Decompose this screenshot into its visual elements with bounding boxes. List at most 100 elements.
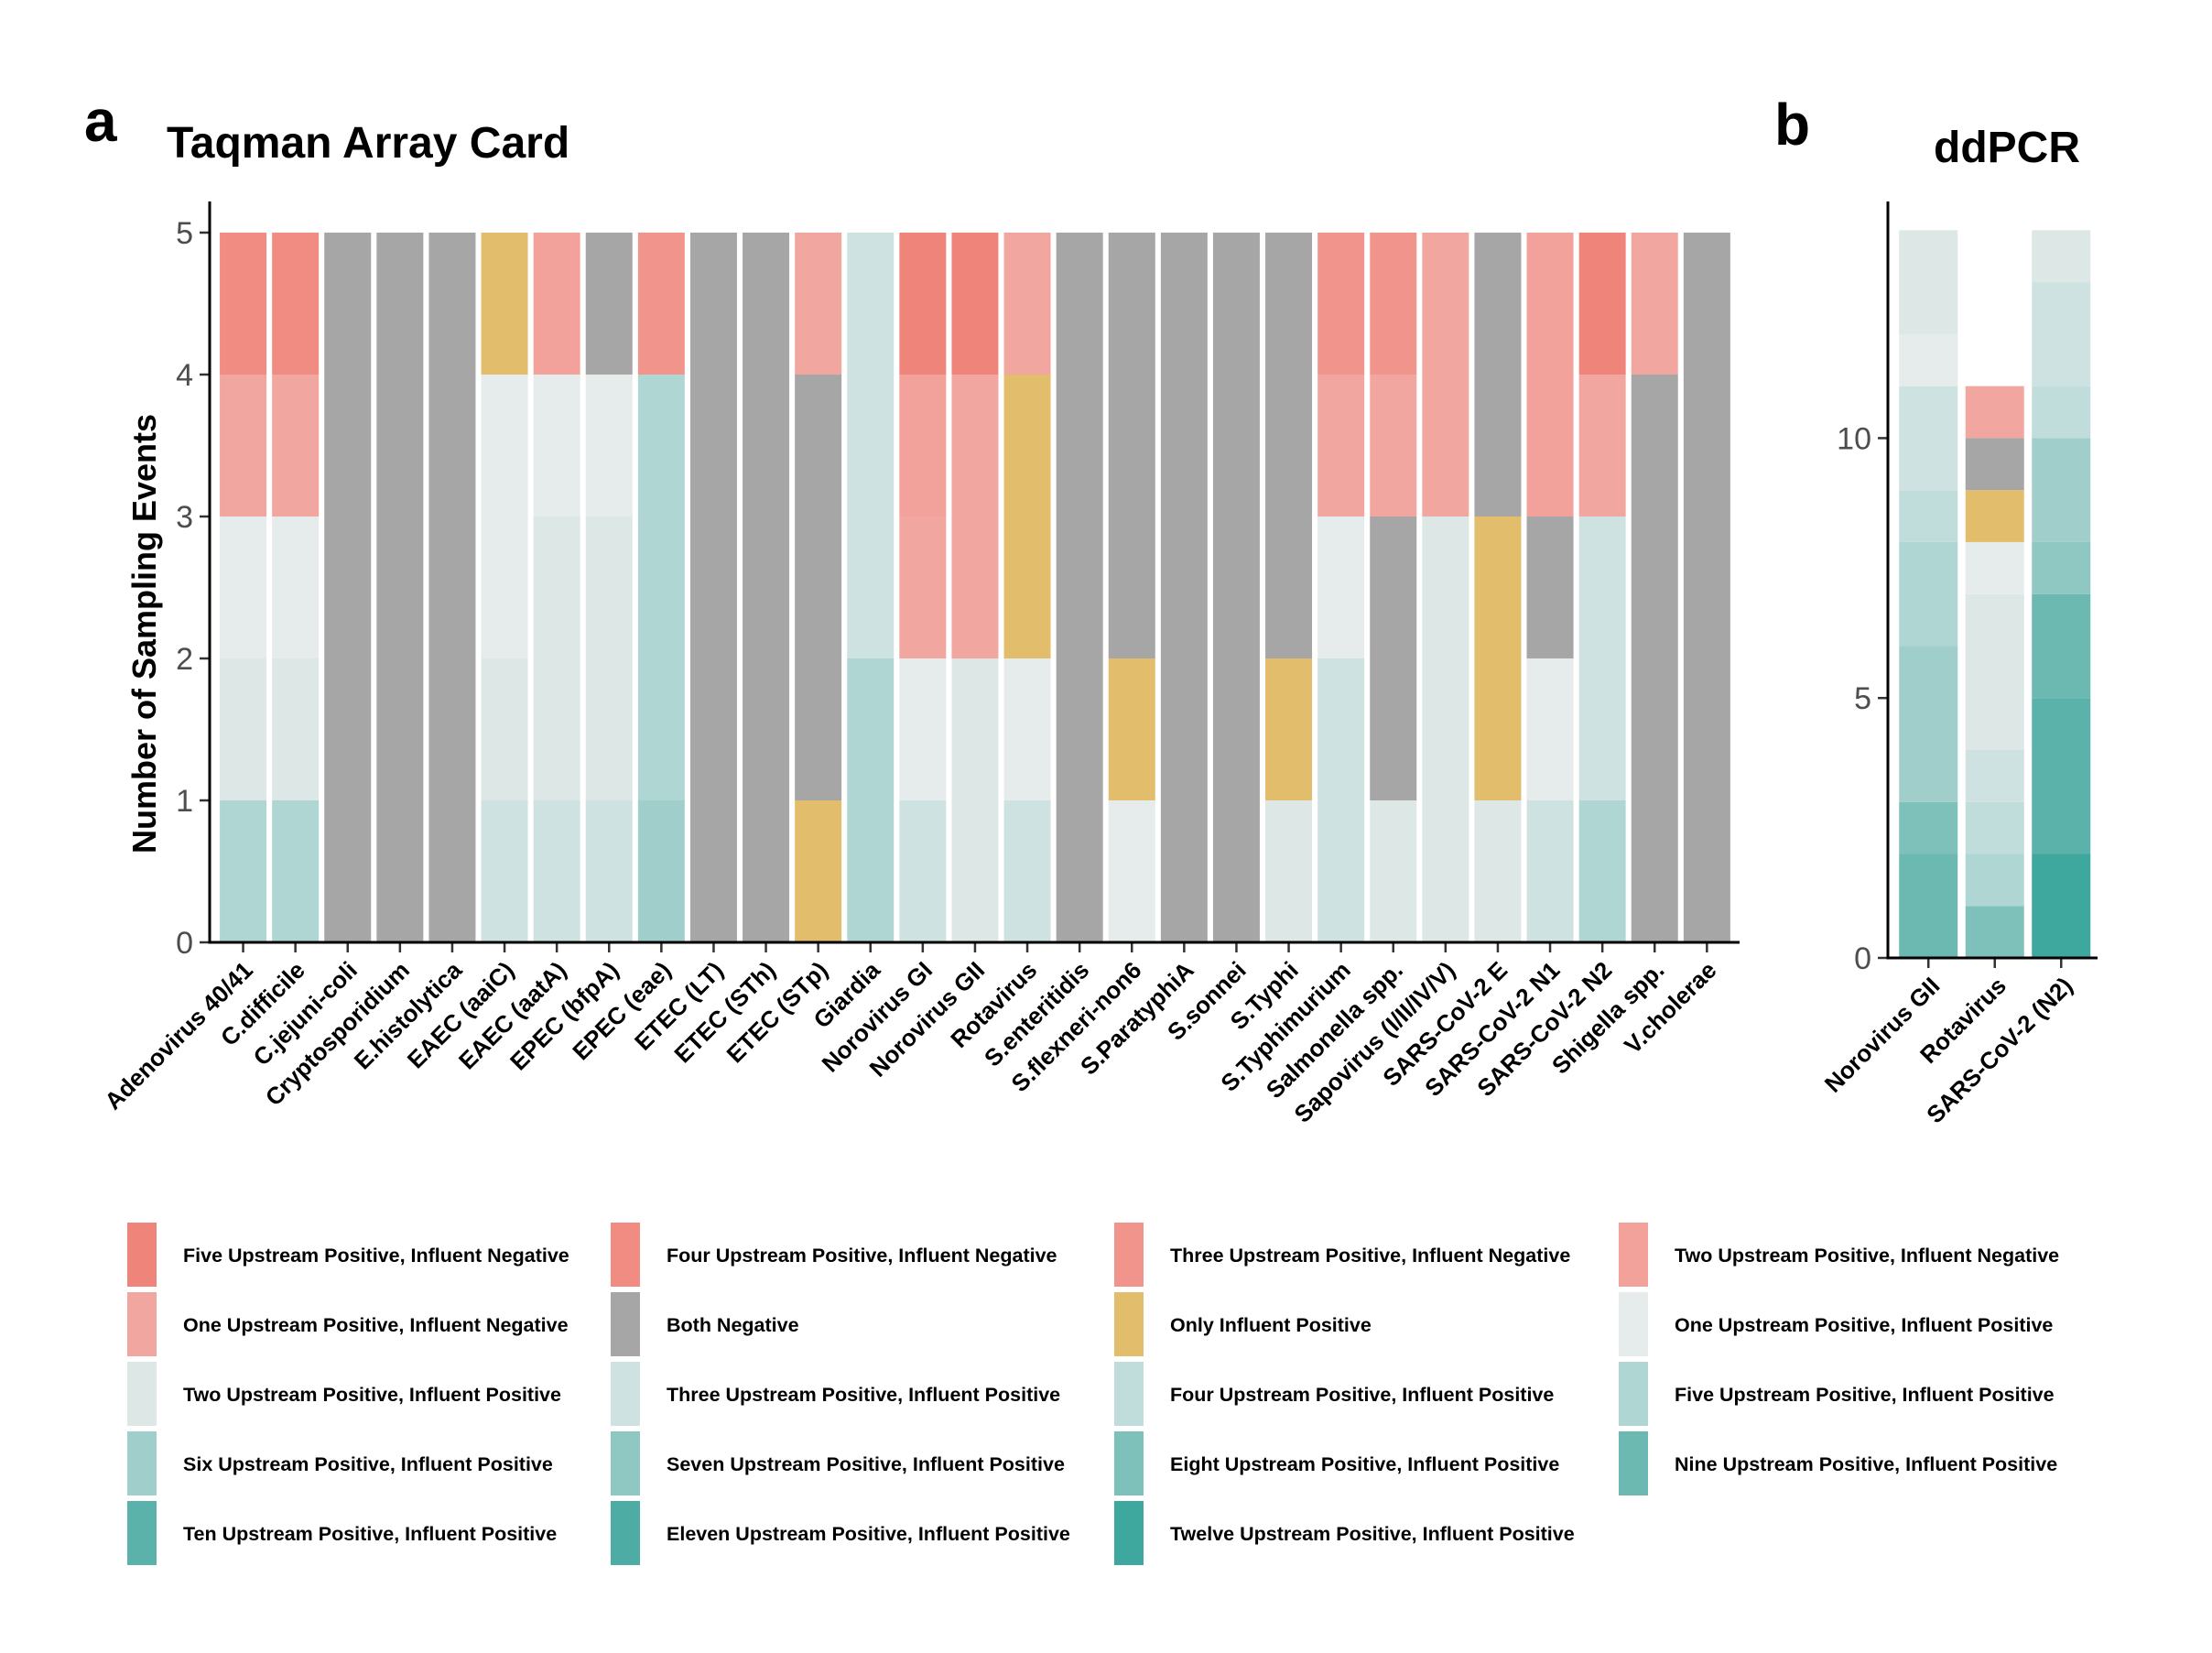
bar-segment-0-11-2	[795, 233, 842, 375]
bar-segment-0-19-0	[1212, 233, 1260, 942]
bar-segment-1-1-6	[1965, 490, 2024, 542]
bar-segment-0-15-1	[1003, 658, 1051, 800]
y-tick-label: 2	[176, 642, 193, 677]
legend-swatch	[127, 1501, 157, 1565]
bar-segment-1-0-5	[1899, 386, 1958, 491]
bar-segment-0-21-3	[1317, 233, 1365, 375]
bar-segment-0-6-1	[533, 517, 580, 800]
bar-segment-0-8-2	[637, 233, 685, 375]
bar-segment-0-20-2	[1265, 233, 1313, 658]
bar-segment-1-1-4	[1965, 593, 2024, 750]
bar-segment-1-1-3	[1965, 749, 2024, 802]
bar-segment-0-24-1	[1474, 517, 1522, 800]
legend: Five Upstream Positive, Influent Negativ…	[127, 1223, 2059, 1565]
y-tick-label: 4	[176, 358, 193, 393]
bar-segment-0-6-3	[533, 233, 580, 375]
legend-label: Five Upstream Positive, Influent Positiv…	[1675, 1384, 2055, 1406]
bar-segment-1-1-7	[1965, 438, 2024, 491]
bar-segment-0-5-0	[481, 800, 528, 942]
bar-segment-1-2-0	[2032, 854, 2091, 958]
bar-segment-0-14-1	[951, 375, 999, 658]
bar-segment-0-20-0	[1265, 800, 1313, 942]
legend-label: Twelve Upstream Positive, Influent Posit…	[1170, 1523, 1575, 1545]
bar-segment-0-17-2	[1108, 233, 1155, 658]
legend-label: Three Upstream Positive, Influent Negati…	[1170, 1245, 1570, 1267]
legend-label: Three Upstream Positive, Influent Positi…	[667, 1384, 1060, 1406]
bar-segment-0-18-0	[1160, 233, 1208, 942]
bar-segment-0-0-3	[220, 375, 267, 517]
legend-swatch	[1114, 1362, 1144, 1426]
legend-label: Four Upstream Positive, Influent Positiv…	[1170, 1384, 1554, 1406]
legend-swatch	[611, 1501, 640, 1565]
y-tick-label: 3	[176, 500, 193, 535]
bar-segment-0-5-2	[481, 375, 528, 658]
legend-swatch	[127, 1362, 157, 1426]
bar-segment-0-26-3	[1578, 233, 1626, 375]
legend-label: One Upstream Positive, Influent Negative	[183, 1314, 569, 1336]
bar-segment-0-13-2	[899, 517, 947, 658]
panel-a-plot: Adenovirus 40/41C.difficileC.jejuni-coli…	[99, 201, 1740, 1128]
bar-segment-0-24-0	[1474, 800, 1522, 942]
panel-b-letter: b	[1774, 92, 1810, 158]
bar-segment-1-2-4	[2032, 438, 2091, 542]
bar-segment-0-20-1	[1265, 658, 1313, 800]
bar-segment-1-1-5	[1965, 541, 2024, 594]
legend-swatch	[1619, 1223, 1648, 1287]
legend-label: Ten Upstream Positive, Influent Positive	[183, 1523, 557, 1545]
bar-segment-1-0-4	[1899, 490, 1958, 542]
bar-segment-0-6-0	[533, 800, 580, 942]
bar-segment-0-13-1	[899, 658, 947, 800]
bar-segment-1-0-1	[1899, 801, 1958, 854]
bar-segment-0-14-0	[951, 658, 999, 942]
bar-segment-0-12-0	[847, 658, 895, 942]
y-tick-label: 10	[1837, 421, 1871, 456]
bar-segment-0-13-3	[899, 375, 947, 517]
bar-segment-0-5-1	[481, 658, 528, 800]
bar-segment-0-1-2	[272, 517, 320, 658]
panel-a-letter: a	[84, 88, 117, 154]
legend-label: Both Negative	[667, 1314, 799, 1336]
bar-segment-0-26-2	[1578, 375, 1626, 517]
bar-segment-1-2-6	[2032, 282, 2091, 386]
y-axis-label-a: Number of Sampling Events	[125, 414, 163, 854]
bar-segment-0-7-0	[585, 800, 633, 942]
bar-segment-0-27-0	[1631, 375, 1678, 942]
bar-segment-1-0-3	[1899, 541, 1958, 647]
legend-label: One Upstream Positive, Influent Positive	[1675, 1314, 2053, 1336]
bar-segment-0-7-2	[585, 375, 633, 517]
y-tick-label: 0	[176, 926, 193, 961]
y-tick-label: 5	[1854, 681, 1871, 716]
legend-label: Eleven Upstream Positive, Influent Posit…	[667, 1523, 1070, 1545]
bar-segment-0-6-2	[533, 375, 580, 517]
bar-segment-1-2-5	[2032, 386, 2091, 439]
bar-segment-0-22-1	[1370, 517, 1417, 800]
bar-segment-0-13-4	[899, 233, 947, 375]
bar-segment-0-27-1	[1631, 233, 1678, 375]
legend-swatch	[611, 1292, 640, 1356]
bar-segment-1-2-3	[2032, 541, 2091, 594]
bar-segment-1-2-1	[2032, 698, 2091, 854]
bar-segment-0-11-1	[795, 375, 842, 800]
bar-segment-0-7-3	[585, 233, 633, 375]
legend-label: Two Upstream Positive, Influent Positive	[183, 1384, 561, 1406]
legend-swatch	[611, 1223, 640, 1287]
bar-segment-0-10-0	[743, 233, 790, 942]
legend-swatch	[127, 1292, 157, 1356]
legend-label: Only Influent Positive	[1170, 1314, 1372, 1336]
bar-segment-0-8-1	[637, 375, 685, 800]
bar-segment-0-25-2	[1526, 517, 1574, 658]
bar-segment-0-25-0	[1526, 800, 1574, 942]
bar-segment-0-0-1	[220, 658, 267, 800]
bar-segment-0-25-1	[1526, 658, 1574, 800]
bar-segment-1-1-1	[1965, 854, 2024, 907]
bar-segment-0-8-0	[637, 800, 685, 942]
bar-segment-0-22-0	[1370, 800, 1417, 942]
legend-swatch	[611, 1362, 640, 1426]
bar-segment-0-23-0	[1422, 517, 1469, 942]
legend-swatch	[1619, 1292, 1648, 1356]
bar-segment-0-22-2	[1370, 375, 1417, 517]
bar-segment-0-21-2	[1317, 375, 1365, 517]
bar-segment-1-1-0	[1965, 906, 2024, 958]
